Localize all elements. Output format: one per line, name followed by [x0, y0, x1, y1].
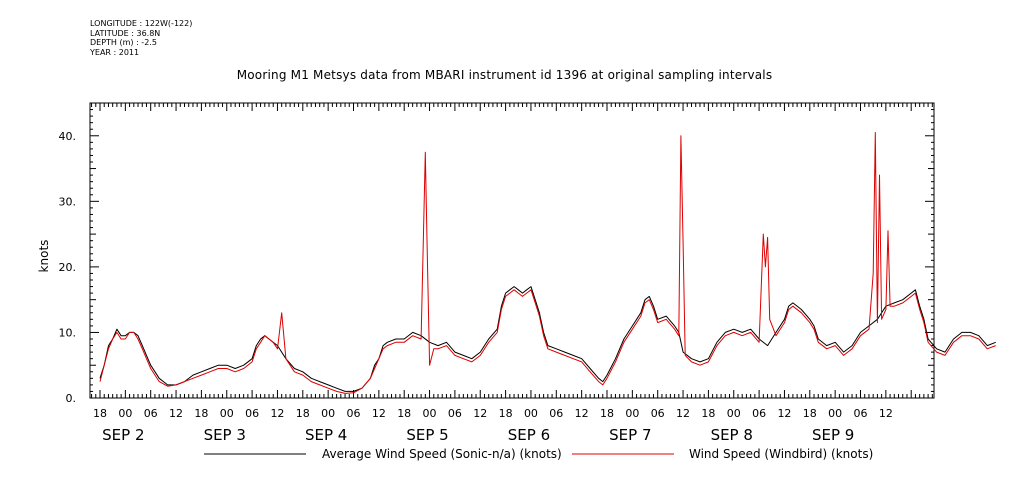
x-tick-label: 18 [397, 407, 411, 420]
y-tick-label: 10. [59, 326, 77, 339]
x-tick-label: 12 [270, 407, 284, 420]
x-date-label: SEP 2 [102, 426, 144, 444]
x-tick-label: 06 [854, 407, 868, 420]
x-tick-label: 06 [549, 407, 563, 420]
plot-axes: 0. 10. 20. 30. 40. 18 00 06 12 18 00 06 12 18 00 06 12 18… [59, 102, 935, 444]
x-tick-label: 06 [651, 407, 665, 420]
y-tick-label: 0. [66, 392, 77, 405]
x-tick-label: 06 [144, 407, 158, 420]
x-tick-label: 18 [194, 407, 208, 420]
x-tick-label: 00 [118, 407, 132, 420]
x-date-label: SEP 7 [609, 426, 651, 444]
x-tick-label: 12 [575, 407, 589, 420]
y-axis-label: knots [37, 240, 51, 273]
x-tick-label: 18 [600, 407, 614, 420]
x-tick-label: 12 [676, 407, 690, 420]
series-line-average-wind-speed [99, 286, 996, 392]
legend-label-windbird: Wind Speed (Windbird) (knots) [689, 447, 873, 461]
x-tick-label: 06 [448, 407, 462, 420]
depth-label: DEPTH (m) : -2.5 [90, 38, 157, 47]
x-tick-label: 12 [473, 407, 487, 420]
x-tick-label: 12 [169, 407, 183, 420]
x-tick-label: 18 [93, 407, 107, 420]
x-date-label: SEP 4 [305, 426, 347, 444]
x-tick-label: 18 [803, 407, 817, 420]
x-tick-label: 00 [423, 407, 437, 420]
x-tick-label: 06 [245, 407, 259, 420]
series-layer [99, 132, 996, 394]
x-date-label: SEP 8 [711, 426, 753, 444]
station-metadata: LONGITUDE : 122W(-122) LATITUDE : 36.8N … [90, 19, 192, 57]
legend-label-average: Average Wind Speed (Sonic-n/a) (knots) [322, 447, 562, 461]
plot-frame [89, 102, 935, 399]
x-tick-label: 18 [499, 407, 513, 420]
x-tick-label: 06 [752, 407, 766, 420]
x-date-label: SEP 6 [508, 426, 550, 444]
x-date-label: SEP 9 [812, 426, 854, 444]
x-tick-label: 12 [777, 407, 791, 420]
year-label: YEAR : 2011 [90, 47, 140, 57]
x-tick-label: 18 [296, 407, 310, 420]
x-tick-label: 00 [321, 407, 335, 420]
x-tick-label: 00 [625, 407, 639, 420]
y-tick-label: 40. [59, 130, 77, 143]
series-line-windbird-wind-speed [99, 132, 996, 394]
x-tick-label: 00 [727, 407, 741, 420]
x-date-label: SEP 3 [204, 426, 246, 444]
y-tick-label: 20. [59, 261, 77, 274]
x-tick-label: 00 [220, 407, 234, 420]
latitude-label: LATITUDE : 36.8N [90, 28, 161, 38]
x-tick-label: 00 [524, 407, 538, 420]
x-tick-label: 18 [701, 407, 715, 420]
chart-title: Mooring M1 Metsys data from MBARI instru… [236, 68, 773, 82]
longitude-label: LONGITUDE : 122W(-122) [90, 19, 193, 28]
x-tick-label: 12 [879, 407, 893, 420]
y-tick-label: 30. [59, 195, 77, 208]
x-tick-label: 00 [828, 407, 842, 420]
legend: Average Wind Speed (Sonic-n/a) (knots) W… [204, 447, 873, 461]
x-date-label: SEP 5 [406, 426, 448, 444]
x-tick-label: 06 [347, 407, 361, 420]
x-tick-label: 12 [372, 407, 386, 420]
